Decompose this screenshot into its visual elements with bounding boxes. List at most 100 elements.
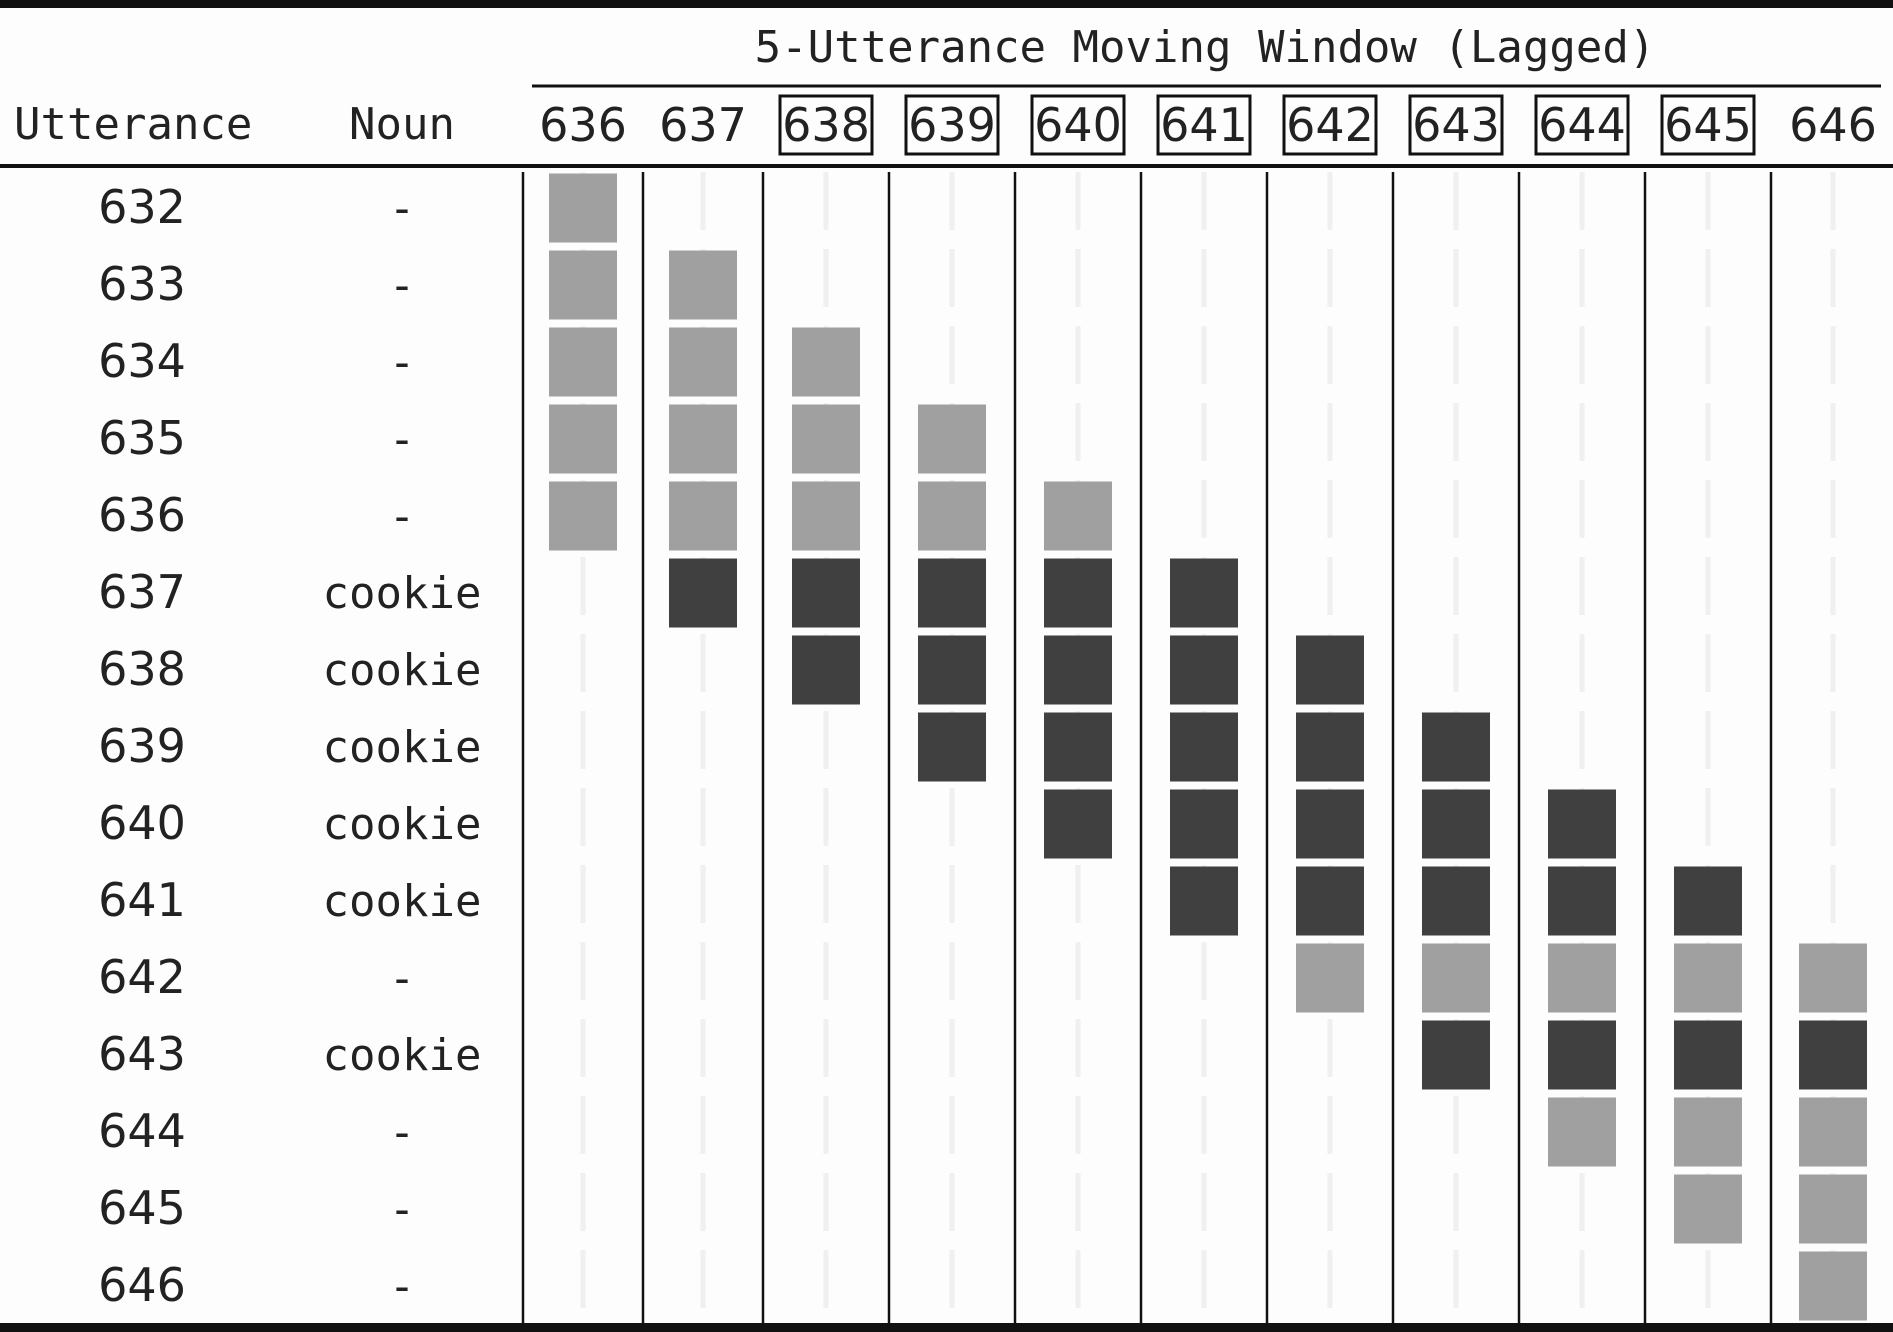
utterance-number: 642	[98, 950, 186, 1004]
noun-value: -	[389, 414, 416, 465]
noun-value: -	[389, 491, 416, 542]
noun-value: cookie	[323, 799, 482, 850]
noun-present-cell	[792, 635, 860, 705]
noun-present-cell	[1170, 558, 1238, 628]
noun-absent-cell	[1044, 481, 1112, 551]
noun-absent-cell	[1799, 1251, 1867, 1321]
noun-present-cell	[1044, 635, 1112, 705]
noun-absent-cell	[918, 404, 986, 474]
noun-present-cell	[1422, 1020, 1490, 1090]
window-header-label: 640	[1034, 98, 1122, 152]
utterance-number: 641	[98, 873, 186, 927]
noun-absent-cell	[792, 404, 860, 474]
noun-absent-cell	[1799, 1097, 1867, 1167]
utterance-number: 636	[98, 488, 186, 542]
window-header-label: 636	[539, 98, 627, 152]
noun-absent-cell	[792, 481, 860, 551]
utterance-number: 640	[98, 796, 186, 850]
window-header-box	[1408, 94, 1504, 156]
noun-value: -	[389, 183, 416, 234]
noun-absent-cell	[549, 250, 617, 320]
window-header-box	[1156, 94, 1252, 156]
noun-value: cookie	[323, 568, 482, 619]
noun-value: -	[389, 1261, 416, 1312]
window-header-label: 646	[1789, 98, 1877, 152]
noun-absent-cell	[918, 481, 986, 551]
window-header-label: 645	[1664, 98, 1752, 152]
noun-present-cell	[1044, 558, 1112, 628]
noun-absent-cell	[1422, 943, 1490, 1013]
noun-absent-cell	[1674, 943, 1742, 1013]
utterance-number: 637	[98, 565, 186, 619]
noun-absent-cell	[1799, 1174, 1867, 1244]
noun-value: cookie	[323, 722, 482, 773]
noun-present-cell	[1044, 712, 1112, 782]
noun-value: -	[389, 953, 416, 1004]
utterance-number: 632	[98, 180, 186, 234]
noun-value: cookie	[323, 645, 482, 696]
window-title: 5-Utterance Moving Window (Lagged)	[755, 22, 1656, 73]
utterance-number: 646	[98, 1258, 186, 1312]
noun-present-cell	[1296, 635, 1364, 705]
noun-absent-cell	[1674, 1097, 1742, 1167]
utterance-number: 643	[98, 1027, 186, 1081]
noun-present-cell	[1296, 712, 1364, 782]
window-column-headers: 636 637 638 639 640 641 642 643 644 645 646	[539, 94, 1877, 156]
noun-present-cell	[669, 558, 737, 628]
noun-present-cell	[1674, 866, 1742, 936]
window-grid	[521, 172, 1867, 1323]
utterance-number: 635	[98, 411, 186, 465]
window-header-box	[1660, 94, 1756, 156]
noun-present-cell	[1296, 866, 1364, 936]
noun-present-cell	[1548, 866, 1616, 936]
noun-absent-cell	[1548, 943, 1616, 1013]
noun-present-cell	[1170, 712, 1238, 782]
noun-present-cell	[1044, 789, 1112, 859]
row-labels: 632 - 633 - 634 - 635 - 636 - 637 cookie 638 cookie 63…	[98, 180, 481, 1312]
utterance-number: 638	[98, 642, 186, 696]
noun-absent-cell	[1548, 1097, 1616, 1167]
noun-absent-cell	[549, 404, 617, 474]
window-header-box	[1030, 94, 1126, 156]
noun-present-cell	[1422, 866, 1490, 936]
noun-absent-cell	[669, 404, 737, 474]
utterance-number: 645	[98, 1181, 186, 1235]
noun-absent-cell	[792, 327, 860, 397]
noun-value: cookie	[323, 1030, 482, 1081]
noun-present-cell	[1548, 1020, 1616, 1090]
window-header-box	[778, 94, 874, 156]
noun-present-cell	[1422, 789, 1490, 859]
noun-present-cell	[918, 712, 986, 782]
noun-present-cell	[1548, 789, 1616, 859]
window-header-label: 644	[1538, 98, 1626, 152]
noun-value: -	[389, 337, 416, 388]
noun-absent-cell	[669, 481, 737, 551]
noun-present-cell	[918, 558, 986, 628]
window-header-label: 637	[659, 98, 747, 152]
noun-present-cell	[1799, 1020, 1867, 1090]
header-noun: Noun	[349, 99, 455, 150]
utterance-number: 644	[98, 1104, 186, 1158]
window-header-label: 638	[782, 98, 870, 152]
noun-present-cell	[1170, 789, 1238, 859]
top-rule	[0, 0, 1893, 8]
utterance-number: 639	[98, 719, 186, 773]
noun-value: cookie	[323, 876, 482, 927]
noun-present-cell	[1170, 866, 1238, 936]
window-header-box	[1534, 94, 1630, 156]
noun-present-cell	[1170, 635, 1238, 705]
window-header-box	[1282, 94, 1378, 156]
noun-absent-cell	[549, 327, 617, 397]
noun-value: -	[389, 1107, 416, 1158]
header-utterance: Utterance	[14, 99, 252, 150]
window-header-label: 641	[1160, 98, 1248, 152]
noun-absent-cell	[1799, 943, 1867, 1013]
noun-value: -	[389, 1184, 416, 1235]
window-header-label: 639	[908, 98, 996, 152]
window-header-box	[904, 94, 1000, 156]
noun-absent-cell	[1674, 1174, 1742, 1244]
noun-absent-cell	[549, 173, 617, 243]
bottom-rule	[0, 1323, 1893, 1332]
noun-absent-cell	[1296, 943, 1364, 1013]
noun-absent-cell	[669, 327, 737, 397]
